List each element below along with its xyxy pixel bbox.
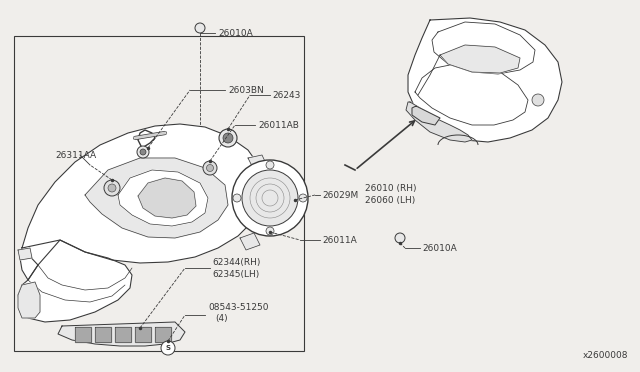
Polygon shape bbox=[240, 233, 260, 250]
Circle shape bbox=[104, 180, 120, 196]
Polygon shape bbox=[95, 327, 111, 342]
Polygon shape bbox=[415, 64, 528, 125]
Circle shape bbox=[233, 194, 241, 202]
Circle shape bbox=[207, 164, 214, 171]
Text: S: S bbox=[166, 345, 170, 351]
Polygon shape bbox=[58, 322, 185, 346]
Text: 26010A: 26010A bbox=[218, 29, 253, 38]
Text: 26243: 26243 bbox=[272, 90, 300, 99]
Text: 26011AB: 26011AB bbox=[258, 121, 299, 129]
Circle shape bbox=[137, 146, 149, 158]
Text: (4): (4) bbox=[215, 314, 228, 324]
Polygon shape bbox=[18, 240, 132, 322]
Circle shape bbox=[140, 149, 146, 155]
Circle shape bbox=[266, 161, 274, 169]
Text: 62345(LH): 62345(LH) bbox=[212, 269, 259, 279]
Polygon shape bbox=[138, 178, 196, 218]
Circle shape bbox=[108, 184, 116, 192]
Polygon shape bbox=[155, 327, 171, 342]
Text: 08543-51250: 08543-51250 bbox=[208, 304, 269, 312]
Circle shape bbox=[223, 133, 233, 143]
Polygon shape bbox=[75, 327, 91, 342]
Text: 26010A: 26010A bbox=[422, 244, 457, 253]
Circle shape bbox=[299, 194, 307, 202]
Polygon shape bbox=[18, 248, 32, 260]
Polygon shape bbox=[115, 327, 131, 342]
Text: 26011A: 26011A bbox=[322, 235, 356, 244]
Text: 26029M: 26029M bbox=[322, 190, 358, 199]
Polygon shape bbox=[248, 155, 268, 172]
Polygon shape bbox=[118, 170, 208, 226]
Polygon shape bbox=[135, 327, 151, 342]
Polygon shape bbox=[432, 22, 535, 74]
Circle shape bbox=[266, 227, 274, 235]
Circle shape bbox=[195, 23, 205, 33]
Circle shape bbox=[219, 129, 237, 147]
Text: x2600008: x2600008 bbox=[582, 351, 628, 360]
Circle shape bbox=[203, 161, 217, 175]
Polygon shape bbox=[85, 158, 228, 238]
Circle shape bbox=[232, 160, 308, 236]
Text: 26010 (RH): 26010 (RH) bbox=[365, 183, 417, 192]
Polygon shape bbox=[406, 102, 472, 142]
Polygon shape bbox=[18, 282, 40, 318]
Text: 26311AA: 26311AA bbox=[55, 151, 96, 160]
Polygon shape bbox=[440, 45, 520, 73]
Polygon shape bbox=[408, 18, 562, 142]
Text: 26060 (LH): 26060 (LH) bbox=[365, 196, 415, 205]
Polygon shape bbox=[412, 106, 440, 125]
Bar bbox=[14, 36, 304, 351]
Circle shape bbox=[532, 94, 544, 106]
Circle shape bbox=[395, 233, 405, 243]
Circle shape bbox=[161, 341, 175, 355]
Circle shape bbox=[242, 170, 298, 226]
Text: 62344(RH): 62344(RH) bbox=[212, 257, 260, 266]
Polygon shape bbox=[20, 124, 265, 280]
Text: 2603BN: 2603BN bbox=[228, 86, 264, 94]
